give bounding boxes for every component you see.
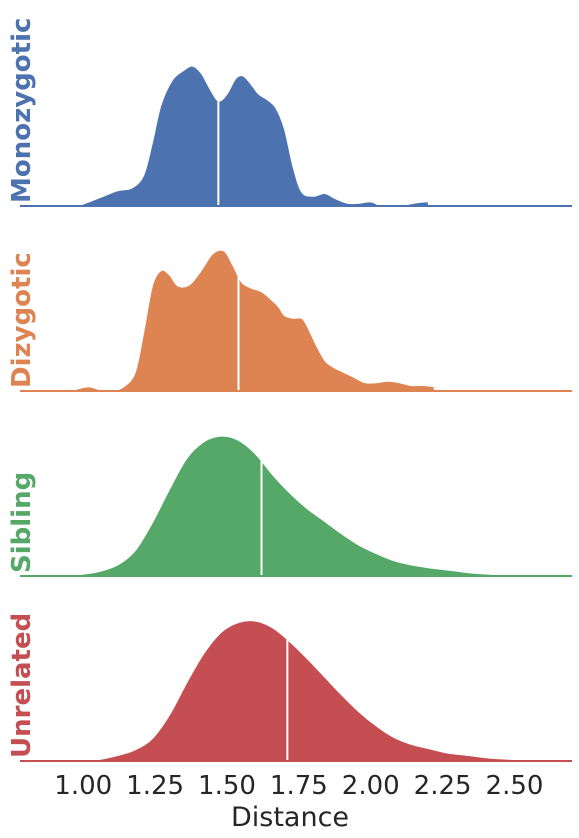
density-outline-sibling [54,435,573,577]
density-outline-dizygotic [68,249,573,392]
panel-label-dizygotic: Dizygotic [7,252,37,388]
x-tick-label: 2.25 [414,771,472,801]
density-area-unrelated [68,620,573,761]
ridge-panel-unrelated: Unrelated [7,613,573,762]
ridge-panel-monozygotic: Monozygotic [7,18,573,208]
panel-label-sibling: Sibling [7,472,37,573]
ridge-panel-sibling: Sibling [7,435,573,577]
x-tick-label: 1.00 [54,771,112,801]
ridge-panel-dizygotic: Dizygotic [7,249,573,392]
x-tick-label: 1.50 [198,771,256,801]
density-outline-monozygotic [77,65,573,208]
density-area-sibling [54,435,572,576]
ridgeline-panels: Monozygotic Dizygotic Sibling Unrelated [7,18,573,762]
x-tick-label: 1.75 [270,771,328,801]
density-area-dizygotic [68,250,573,392]
x-axis-title: Distance [231,802,349,833]
x-tick-label: 2.50 [486,771,544,801]
panel-label-monozygotic: Monozygotic [7,18,37,203]
density-outline-unrelated [68,619,573,762]
x-tick-label: 1.25 [126,771,184,801]
x-axis: 1.00 1.25 1.50 1.75 2.00 2.25 2.50 [54,771,543,801]
x-tick-label: 2.00 [342,771,400,801]
panel-label-unrelated: Unrelated [7,613,37,758]
density-area-monozygotic [77,65,572,207]
